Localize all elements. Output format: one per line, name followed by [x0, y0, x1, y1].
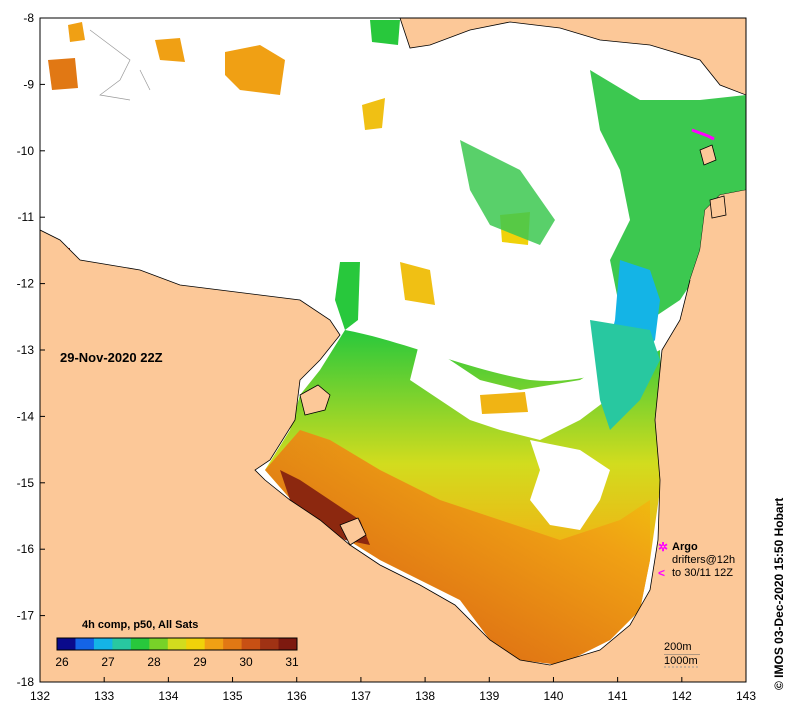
legend-drifter-label-1: drifters@12h: [672, 553, 736, 566]
x-tick-label: 135: [223, 689, 243, 703]
legend-argo: ✲ Argo: [658, 539, 735, 554]
land-island-ne2: [709, 195, 727, 219]
x-tick-label: 139: [479, 689, 499, 703]
sst-patch-n: [370, 20, 400, 45]
drifter-track: [691, 128, 715, 141]
y-axis: -8 -9 -10 -11 -12 -13 -14 -15 -16 -17 -18: [17, 11, 45, 689]
land-cape-york: [690, 190, 746, 290]
sst-warm-south: [265, 430, 650, 665]
legend-drifters: drifters@12h: [658, 553, 735, 566]
land-top-north: [399, 18, 746, 96]
colorbar-swatch: [149, 638, 169, 650]
colorbar-tick-label: 31: [285, 655, 299, 669]
sst-patch-n2: [362, 98, 385, 130]
x-axis: 132 133 134 135 136 137 138 139 140 141 142 143: [30, 677, 756, 703]
scale-lines: [664, 654, 700, 668]
land-island-ne: [699, 144, 717, 166]
argo-float-icon: ✲: [658, 539, 669, 554]
sst-patch-mid3: [400, 262, 435, 305]
x-tick-label: 138: [415, 689, 435, 703]
y-tick-label: -8: [23, 11, 34, 25]
sst-patch-east2: [480, 392, 528, 414]
legend-drifters-2: < to 30/11 12Z: [658, 565, 735, 580]
sst-patch-nw1: [48, 58, 78, 90]
x-tick-label: 143: [736, 689, 756, 703]
colorbar-swatch: [260, 638, 280, 650]
x-tick-label: 142: [672, 689, 692, 703]
depth-contour-1000m: 1000m: [664, 655, 698, 667]
colorbar-swatch: [93, 638, 113, 650]
y-tick-label: -11: [18, 210, 35, 224]
y-tick-label: -17: [17, 609, 35, 623]
colorbar-swatch: [223, 638, 243, 650]
colorbar-tick-label: 26: [55, 655, 69, 669]
land-groote: [299, 384, 331, 416]
x-tick-label: 134: [158, 689, 178, 703]
y-tick-label: -12: [17, 277, 35, 291]
sst-patch-mid4: [335, 262, 360, 330]
land-wellesley: [339, 517, 367, 546]
depth-contour-200m: 200m: [664, 641, 692, 653]
sst-patch-mid2: [460, 140, 555, 245]
colorbar-tick-label: 30: [239, 655, 253, 669]
colorbar: 26 27 28 29 30 31: [55, 637, 299, 669]
colorbar-swatch: [278, 638, 298, 650]
colorbar-swatch: [167, 638, 187, 650]
cloud-gulf: [410, 340, 640, 440]
colorbar-swatch: [130, 638, 150, 650]
x-tick-label: 137: [351, 689, 371, 703]
colorbar-frame: [56, 637, 298, 651]
x-tick-label: 133: [94, 689, 114, 703]
colorbar-swatch: [75, 638, 95, 650]
x-tick-label: 136: [287, 689, 307, 703]
x-tick-label: 141: [608, 689, 628, 703]
x-tick-label: 132: [30, 689, 50, 703]
x-tick-label: 140: [543, 689, 563, 703]
y-tick-label: -14: [17, 409, 35, 423]
y-tick-label: -10: [17, 144, 35, 158]
colorbar-swatch: [241, 638, 261, 650]
sst-patch-nw3: [155, 38, 185, 62]
credit-text: © IMOS 03-Dec-2020 15:50 Hobart: [772, 497, 786, 690]
legend: ✲ Argo drifters@12h < to 30/11 12Z: [658, 539, 735, 580]
reef-outline: [89, 29, 151, 101]
colorbar-tick-label: 29: [193, 655, 207, 669]
colorbar-swatch: [204, 638, 224, 650]
colorbar-title: 4h comp, p50, All Sats: [82, 619, 199, 631]
sst-patch-nw2: [225, 45, 285, 95]
colorbar-swatch: [186, 638, 206, 650]
date-label: 29-Nov-2020 22Z: [60, 350, 163, 365]
colorbar-tick-label: 28: [147, 655, 161, 669]
y-tick-label: -13: [17, 343, 35, 357]
cloud-gulf-east: [530, 440, 610, 530]
colorbar-swatch: [112, 638, 132, 650]
colorbar-swatch: [57, 638, 76, 650]
drifter-arrow-icon-2: <: [658, 565, 666, 580]
y-tick-label: -9: [23, 77, 34, 91]
y-tick-label: -15: [17, 476, 35, 490]
y-tick-label: -18: [17, 675, 35, 689]
y-tick-label: -16: [17, 542, 35, 556]
legend-drifter-label-2: to 30/11 12Z: [672, 566, 733, 579]
sst-patch-nw4: [68, 22, 85, 42]
colorbar-tick-label: 27: [101, 655, 115, 669]
legend-argo-label: Argo: [672, 540, 698, 553]
sst-gulf-east-edge: [590, 320, 660, 430]
